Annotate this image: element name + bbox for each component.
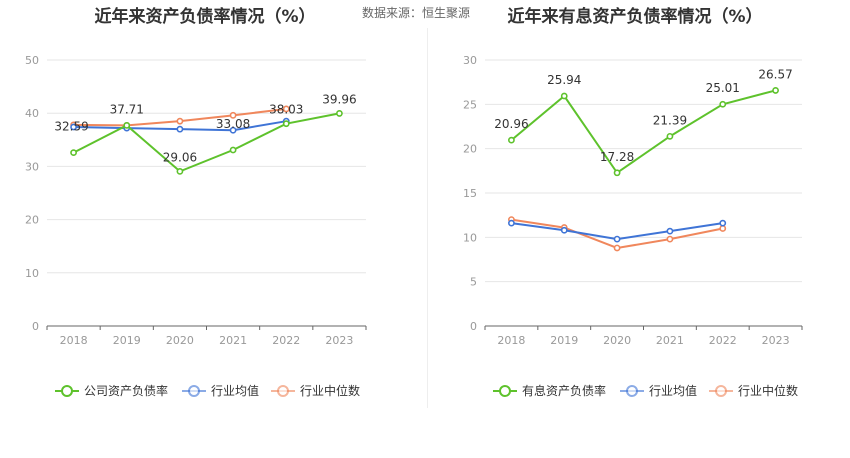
series-point-1[interactable] (176, 125, 184, 133)
legend-item-2[interactable]: 行业中位数 (709, 383, 798, 398)
x-tick-label: 2021 (656, 334, 684, 347)
x-tick-label: 2019 (550, 334, 578, 347)
y-tick-label: 40 (25, 107, 39, 120)
data-label: 37.71 (110, 102, 144, 116)
y-tick-label: 10 (25, 267, 39, 280)
chart-1: 0 5 10 15 20 25 30 2018 2019 2020 2021 2022 2023 20.9… (463, 54, 803, 398)
legend-marker (626, 385, 638, 397)
x-tick-label: 2018 (497, 334, 525, 347)
legend-item-1[interactable]: 行业均值 (620, 383, 697, 398)
legend-marker (715, 385, 727, 397)
series-point-2[interactable] (229, 111, 237, 119)
legend-item-2[interactable]: 行业中位数 (271, 383, 360, 398)
data-label: 29.06 (163, 150, 197, 164)
series-point-2[interactable] (176, 117, 184, 125)
y-tick-label: 0 (32, 320, 39, 333)
legend-label: 有息资产负债率 (522, 383, 606, 398)
legend-marker (277, 385, 289, 397)
legend-label: 公司资产负债率 (84, 383, 168, 398)
series-point-0[interactable] (123, 121, 131, 129)
x-tick-label: 2018 (60, 334, 88, 347)
series-line-0 (510, 89, 776, 175)
y-tick-label: 20 (463, 143, 477, 156)
legend-marker (499, 385, 511, 397)
series-point-1[interactable] (70, 123, 77, 131)
x-tick-label: 2020 (603, 334, 631, 347)
y-tick-label: 0 (470, 320, 477, 333)
legend-label: 行业中位数 (300, 383, 360, 398)
series-point-0[interactable] (666, 132, 674, 140)
y-tick-label: 10 (463, 231, 477, 244)
series-point-0[interactable] (508, 136, 515, 144)
x-tick-label: 2022 (272, 334, 300, 347)
x-tick-label: 2020 (166, 334, 194, 347)
data-label: 25.01 (706, 81, 740, 95)
legend-item-0[interactable]: 有息资产负债率 (493, 383, 606, 398)
y-tick-label: 30 (463, 54, 477, 67)
series-point-0[interactable] (176, 168, 184, 175)
series-point-1[interactable] (508, 219, 515, 227)
series-point-2[interactable] (719, 225, 727, 232)
y-tick-label: 20 (25, 214, 39, 227)
x-tick-label: 2023 (325, 334, 353, 347)
series-point-2[interactable] (282, 105, 290, 113)
series-point-2[interactable] (666, 235, 674, 243)
series-point-0[interactable] (336, 110, 343, 117)
chart-title-debt-ratio: 近年来资产负债率情况（%） (94, 7, 316, 27)
data-label: 21.39 (653, 113, 687, 127)
series-point-2[interactable] (613, 244, 621, 252)
legend-label: 行业均值 (211, 383, 259, 398)
chart-divider (427, 28, 428, 408)
data-label: 33.08 (216, 117, 250, 131)
series-point-0[interactable] (560, 92, 568, 100)
y-tick-label: 15 (463, 187, 477, 200)
series-point-0[interactable] (719, 100, 727, 108)
data-label: 39.96 (322, 92, 356, 106)
series-point-1[interactable] (560, 226, 568, 234)
data-label: 25.94 (547, 73, 581, 87)
series-point-0[interactable] (70, 149, 77, 157)
chart-title-interest-debt-ratio: 近年来有息资产负债率情况（%） (507, 7, 763, 27)
series-point-0[interactable] (229, 146, 237, 154)
series-point-1[interactable] (613, 235, 621, 243)
y-tick-label: 5 (470, 276, 477, 289)
legend-item-0[interactable]: 公司资产负债率 (55, 383, 168, 398)
series-point-0[interactable] (613, 169, 621, 177)
series-line-2 (511, 218, 723, 250)
y-tick-label: 50 (25, 54, 39, 67)
series-point-0[interactable] (282, 120, 290, 128)
y-tick-label: 25 (463, 98, 477, 111)
data-label: 26.57 (758, 67, 792, 81)
data-label: 38.03 (269, 103, 303, 117)
data-label: 17.28 (600, 150, 634, 164)
series-point-1[interactable] (666, 227, 674, 235)
legend-label: 行业中位数 (738, 383, 798, 398)
series-point-1[interactable] (229, 126, 237, 134)
legend-label: 行业均值 (649, 383, 697, 398)
x-tick-label: 2021 (219, 334, 247, 347)
x-tick-label: 2023 (762, 334, 790, 347)
series-line-0 (73, 112, 340, 173)
x-tick-label: 2022 (709, 334, 737, 347)
legend-marker (61, 385, 73, 397)
series-point-0[interactable] (772, 87, 779, 94)
data-label: 32.59 (54, 120, 88, 134)
legend-marker (188, 385, 200, 397)
series-point-1[interactable] (719, 219, 727, 227)
data-label: 20.96 (494, 117, 528, 131)
x-tick-label: 2019 (113, 334, 141, 347)
chart-0: 0 10 20 30 40 50 2018 2019 2020 2021 2022 2023 32.59… (25, 54, 367, 398)
legend-item-1[interactable]: 行业均值 (182, 383, 259, 398)
y-tick-label: 30 (25, 160, 39, 173)
data-source-label: 数据来源：恒生聚源 (362, 6, 471, 20)
